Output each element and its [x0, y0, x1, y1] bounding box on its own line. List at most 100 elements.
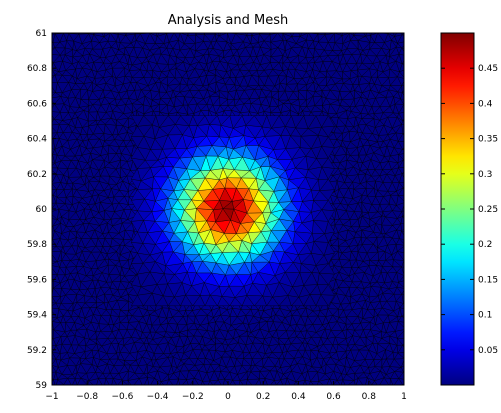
mesh-triangle	[407, 63, 414, 70]
mesh-triangle	[344, 387, 352, 394]
mesh-triangle	[407, 233, 414, 240]
mesh-triangle	[398, 159, 404, 169]
mesh-triangle	[401, 293, 404, 304]
mesh-triangle	[411, 345, 421, 352]
mesh-triangle	[412, 168, 420, 175]
mesh-triangle	[405, 202, 412, 209]
mesh-triangle	[418, 330, 427, 337]
mesh-triangle	[417, 84, 424, 91]
mesh-triangle	[413, 317, 423, 324]
mesh-triangle	[406, 329, 414, 339]
mesh-triangle	[421, 338, 427, 347]
mesh-triangle	[410, 308, 418, 316]
mesh-triangle	[407, 79, 417, 85]
mesh-triangle	[413, 357, 421, 365]
mesh-triangle	[411, 274, 422, 281]
mesh-triangle	[420, 357, 427, 366]
mesh-triangle	[410, 316, 414, 323]
mesh-triangle	[43, 82, 49, 91]
mesh-triangle	[415, 386, 423, 394]
mesh-triangle	[413, 380, 419, 386]
mesh-triangle	[411, 70, 422, 79]
mesh-triangle	[52, 224, 54, 227]
mesh-triangle	[398, 149, 404, 155]
mesh-triangle	[421, 366, 427, 373]
mesh-triangle	[401, 266, 404, 276]
mesh-triangle	[410, 132, 417, 139]
mesh-triangle	[43, 49, 49, 56]
mesh-triangle	[410, 167, 417, 175]
mesh-triangle	[410, 216, 420, 227]
mesh-triangle	[417, 133, 427, 140]
mesh-triangle	[405, 69, 411, 79]
mesh-triangle	[410, 289, 421, 293]
mesh-triangle	[398, 104, 404, 114]
mesh-triangle	[52, 226, 54, 228]
mesh-triangle	[405, 196, 417, 203]
mesh-triangle	[398, 167, 404, 174]
mesh-triangle	[416, 168, 423, 174]
mesh-triangle	[415, 154, 424, 159]
mesh-triangle	[416, 336, 424, 346]
mesh-triangle	[420, 211, 427, 219]
mesh-triangle	[67, 386, 75, 394]
mesh-triangle	[138, 387, 146, 394]
mesh-triangle	[43, 302, 49, 309]
mesh-triangle	[117, 33, 126, 36]
mesh-triangle	[409, 261, 419, 266]
mesh-triangle	[413, 352, 421, 358]
mesh-triangle	[417, 308, 423, 317]
mesh-triangle	[403, 103, 404, 105]
mesh-triangle	[411, 55, 421, 64]
mesh-triangle	[43, 162, 49, 169]
mesh-triangle	[413, 322, 423, 332]
mesh-triangle	[409, 209, 418, 216]
mesh-triangle	[397, 187, 404, 196]
mesh-triangle	[246, 387, 254, 394]
mesh-triangle	[422, 77, 428, 84]
mesh-triangle	[418, 98, 428, 106]
mesh-triangle	[174, 28, 180, 33]
mesh-triangle	[417, 346, 423, 352]
mesh-triangle	[313, 388, 321, 394]
mesh-triangle	[412, 155, 418, 161]
mesh-triangle	[43, 252, 50, 260]
mesh-triangle	[308, 388, 317, 394]
mesh-triangle	[419, 204, 427, 211]
mesh-triangle	[110, 33, 111, 34]
mesh-triangle	[407, 50, 417, 55]
mesh-triangle	[418, 386, 427, 394]
mesh-triangle	[415, 293, 424, 300]
mesh-triangle	[407, 358, 413, 365]
mesh-triangle	[400, 216, 404, 224]
mesh-triangle	[419, 225, 428, 233]
mesh-triangle	[413, 188, 422, 196]
mesh-triangle	[291, 33, 301, 37]
mesh-triangle	[412, 160, 418, 169]
mesh-triangle	[417, 55, 424, 63]
mesh-triangle	[415, 147, 424, 155]
mesh-triangle	[227, 33, 228, 34]
mesh-triangle	[419, 232, 428, 239]
mesh-triangle	[43, 119, 50, 126]
mesh-triangle	[413, 41, 421, 50]
mesh-triangle	[415, 28, 423, 37]
mesh-triangle	[405, 245, 411, 253]
mesh-triangle	[195, 33, 205, 36]
mesh-triangle	[417, 373, 424, 380]
mesh-triangle	[409, 216, 417, 227]
mesh-triangle	[418, 188, 424, 197]
mesh-triangle	[415, 290, 424, 296]
mesh-triangle	[213, 384, 214, 385]
mesh-triangle	[418, 154, 427, 161]
mesh-triangle	[420, 309, 427, 316]
mesh-triangle	[409, 261, 418, 268]
mesh-triangle	[407, 245, 416, 255]
mesh-triangle	[400, 359, 404, 368]
mesh-triangle	[414, 331, 419, 336]
mesh-triangle	[52, 183, 53, 184]
mesh-triangle	[407, 55, 417, 64]
mesh-triangle	[317, 33, 326, 36]
mesh-triangle	[418, 266, 424, 275]
mesh-triangle	[421, 301, 427, 310]
